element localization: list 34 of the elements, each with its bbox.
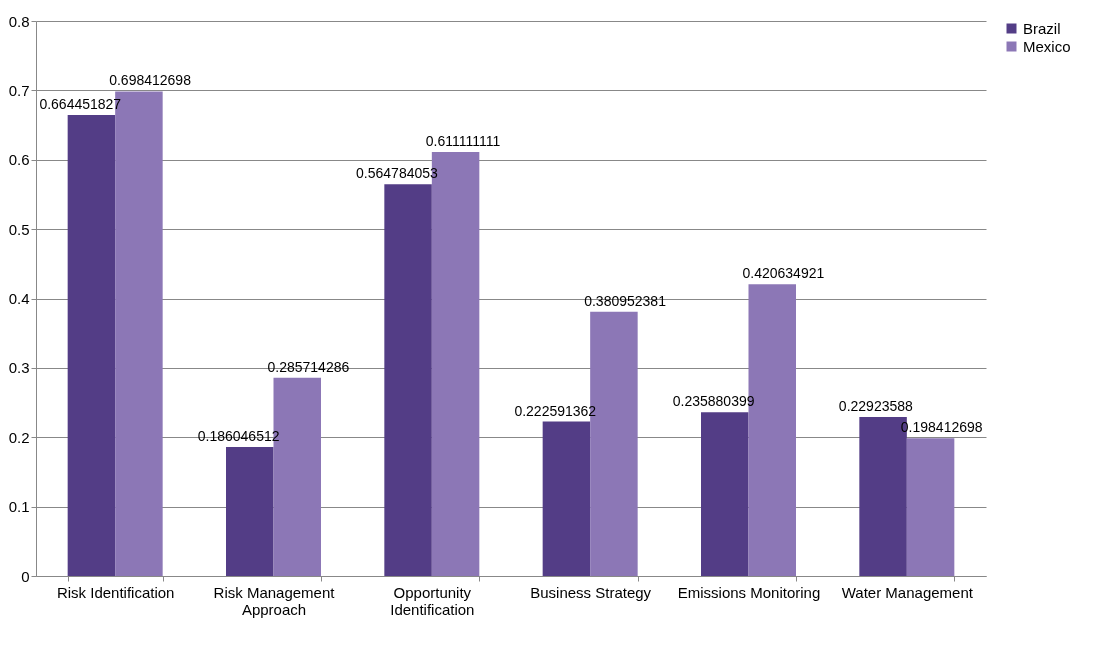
- legend-label: Brazil: [1023, 19, 1061, 37]
- data-label: 0.222591362: [514, 402, 597, 419]
- y-tick-label: 0.4: [8, 290, 30, 307]
- x-tick-label: Risk Identification: [56, 583, 175, 601]
- y-tick-label: 0: [21, 567, 30, 585]
- data-label: 0.186046512: [197, 427, 280, 444]
- bar: [384, 184, 432, 576]
- x-tick-label: Emissions Monitoring: [677, 583, 821, 601]
- data-label: 0.611111111: [425, 133, 501, 150]
- x-tick-label: Opportunity Identification: [390, 583, 475, 618]
- y-tick-label: 0.8: [8, 12, 30, 30]
- data-label: 0.698412698: [109, 72, 192, 89]
- y-tick-label: 0.7: [8, 81, 30, 99]
- data-label: 0.235880399: [672, 393, 755, 410]
- y-tick-label: 0.5: [8, 220, 30, 238]
- legend-label: Mexico: [1023, 37, 1071, 55]
- data-label: 0.664451827: [39, 96, 122, 113]
- y-tick-label: 0.3: [8, 359, 30, 377]
- bar: [701, 412, 749, 576]
- x-tick-label: Risk Management Approach: [213, 583, 336, 618]
- bar: [542, 421, 591, 576]
- y-tick-label: 0.1: [8, 498, 30, 516]
- data-label: 0.22923588: [838, 397, 914, 414]
- x-tick-label: Water Management: [841, 583, 974, 601]
- bar: [226, 446, 274, 576]
- data-label: 0.380952381: [584, 292, 667, 309]
- data-label: 0.285714286: [267, 358, 350, 375]
- x-tick-label: Business Strategy: [530, 583, 652, 601]
- y-tick-label: 0.2: [8, 428, 30, 446]
- data-label: 0.420634921: [742, 265, 825, 282]
- bar: [67, 115, 116, 576]
- bar: [906, 438, 955, 576]
- data-label: 0.564784053: [356, 165, 439, 182]
- y-tick-label: 0.6: [8, 151, 30, 169]
